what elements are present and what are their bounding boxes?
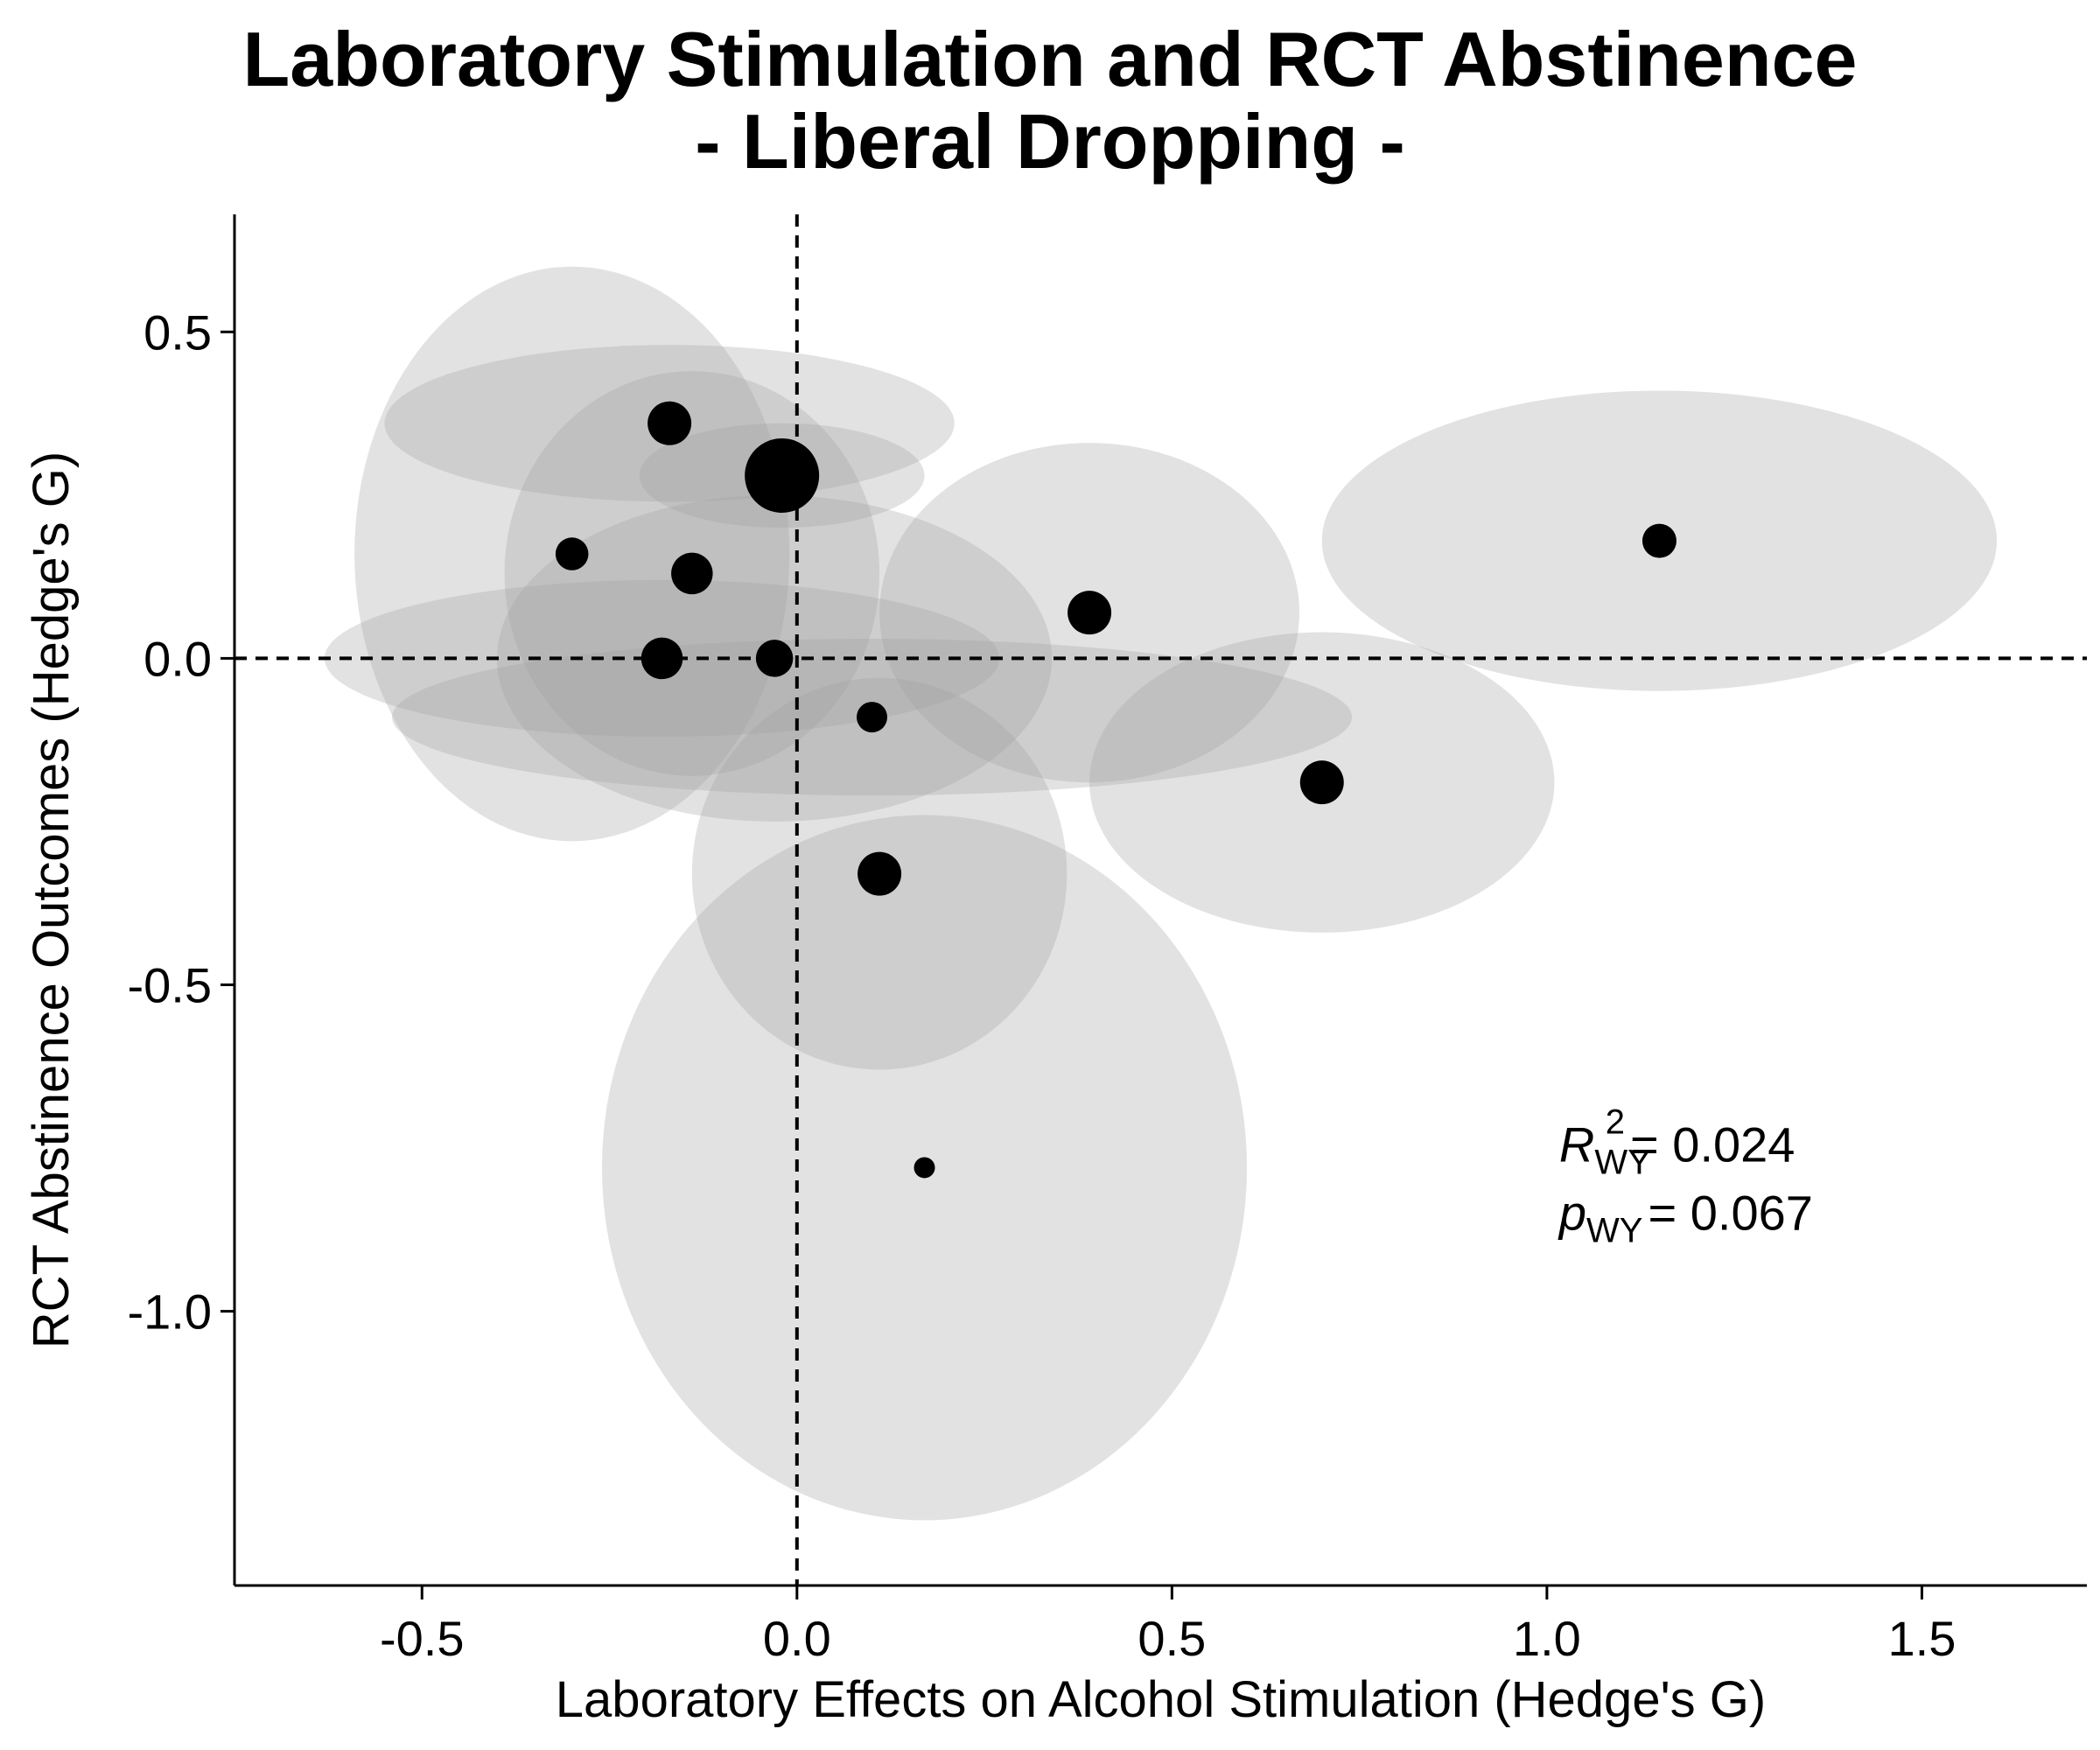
axes: -0.5 0.0 0.5 1.0 1.5 0.5 0.0 -0.5 -1.0 <box>128 214 2087 1666</box>
p-value-number: = 0.067 <box>1648 1185 1812 1240</box>
r-squared-label: RWY2 = 0.024 <box>1559 1102 1796 1181</box>
x-tick-label: 0.5 <box>1138 1611 1206 1666</box>
y-tick-label: -1.0 <box>128 1284 213 1340</box>
fit-statistics-annotation: RWY2 = 0.024 pWY = 0.067 <box>1558 1102 1813 1250</box>
data-point-6 <box>755 640 794 677</box>
data-point-8 <box>857 702 888 733</box>
y-tick-label: -0.5 <box>128 958 213 1013</box>
data-point-10 <box>1299 760 1344 805</box>
data-point-4 <box>671 552 713 595</box>
p-value-label: pWY = 0.067 <box>1558 1185 1813 1250</box>
data-point-5 <box>640 637 683 680</box>
data-point-7 <box>1068 591 1112 635</box>
x-axis-title: Laboratory Effects on Alcohol Stimulatio… <box>556 1671 1766 1728</box>
data-point-1 <box>648 401 692 445</box>
chart-title: Laboratory Stimulation and RCT Abstinenc… <box>243 16 1858 185</box>
data-point-12 <box>914 1157 935 1179</box>
x-tick-label: 1.0 <box>1513 1611 1581 1666</box>
x-tick-label: 0.0 <box>763 1611 831 1666</box>
r-squared-symbol: R <box>1559 1116 1594 1172</box>
data-points <box>555 401 1676 1179</box>
chart-title-line-2: - Liberal Dropping - <box>695 98 1405 185</box>
x-tick-label: 1.5 <box>1888 1611 1956 1666</box>
y-axis-title: RCT Abstinence Outcomes (Hedge's G) <box>23 452 80 1348</box>
y-tick-label: 0.0 <box>144 631 212 686</box>
p-value-symbol: p <box>1558 1185 1586 1240</box>
r-squared-superscript: 2 <box>1606 1102 1625 1141</box>
confidence-ellipses <box>324 266 1998 1521</box>
r-squared-subscript: WY <box>1594 1143 1650 1181</box>
data-point-2 <box>745 438 820 513</box>
data-point-9 <box>858 851 902 896</box>
data-point-3 <box>555 537 589 570</box>
data-point-11 <box>1642 523 1676 558</box>
y-tick-label: 0.5 <box>144 304 212 360</box>
p-value-subscript: WY <box>1586 1211 1642 1250</box>
reference-lines <box>234 214 2087 1586</box>
r-squared-value: = 0.024 <box>1630 1116 1795 1172</box>
chart-title-line-1: Laboratory Stimulation and RCT Abstinenc… <box>243 16 1858 102</box>
x-tick-label: -0.5 <box>380 1611 465 1666</box>
